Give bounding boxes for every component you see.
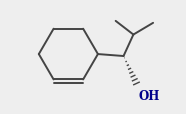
- Text: OH: OH: [138, 89, 160, 102]
